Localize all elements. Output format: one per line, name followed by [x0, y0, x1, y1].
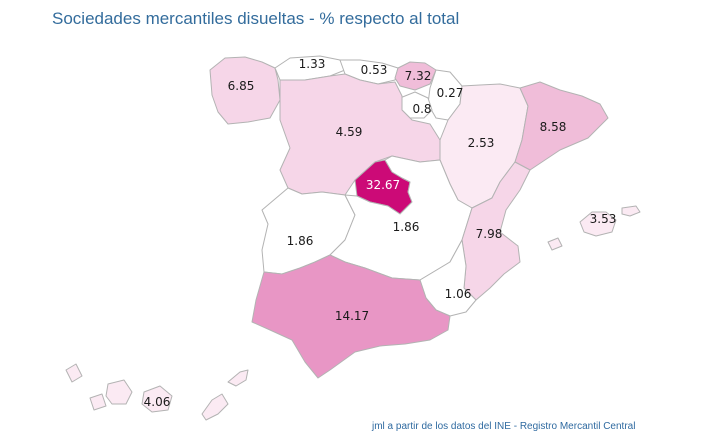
region-canarias-6[interactable] — [227, 369, 249, 387]
region-pais-vasco[interactable] — [394, 61, 437, 91]
value-label-islas-baleares: 3.53 — [590, 212, 617, 226]
value-label-comunidad-valenciana: 7.98 — [476, 227, 503, 241]
value-label-navarra: 0.27 — [437, 86, 464, 100]
value-label-castilla-la-mancha: 1.86 — [393, 220, 420, 234]
value-label-región-de-murcia: 1.06 — [445, 287, 472, 301]
value-label-canarias: 4.06 — [144, 395, 171, 409]
value-label-castilla-y-león: 4.59 — [336, 125, 363, 139]
region-islas-baleares-ibiza[interactable] — [547, 237, 563, 251]
region-canarias-4[interactable] — [141, 385, 173, 413]
source-credit: jml a partir de los datos del INE - Regi… — [372, 421, 636, 432]
value-label-aragón: 2.53 — [468, 136, 495, 150]
region-andalucia[interactable] — [251, 254, 451, 379]
region-islas-baleares[interactable] — [579, 211, 617, 237]
value-label-galicia: 6.85 — [228, 79, 255, 93]
region-cataluna[interactable] — [514, 81, 609, 171]
map-title: Sociedades mercantiles disueltas - % res… — [52, 9, 460, 28]
value-label-cataluña: 8.58 — [540, 120, 567, 134]
region-islas-baleares-menorca[interactable] — [621, 205, 641, 217]
region-canarias-3[interactable] — [105, 379, 133, 405]
region-canarias-2[interactable] — [89, 393, 107, 411]
value-label-asturias: 1.33 — [299, 57, 326, 71]
region-canarias-1[interactable] — [65, 363, 83, 383]
value-label-país-vasco: 7.32 — [405, 69, 432, 83]
region-canarias-5[interactable] — [201, 393, 229, 421]
value-label-cantabria: 0.53 — [361, 63, 388, 77]
value-label-andalucía: 14.17 — [335, 309, 369, 323]
value-label-la-rioja: 0.8 — [412, 102, 431, 116]
value-label-extremadura: 1.86 — [287, 234, 314, 248]
value-label-madrid: 32.67 — [366, 178, 400, 192]
